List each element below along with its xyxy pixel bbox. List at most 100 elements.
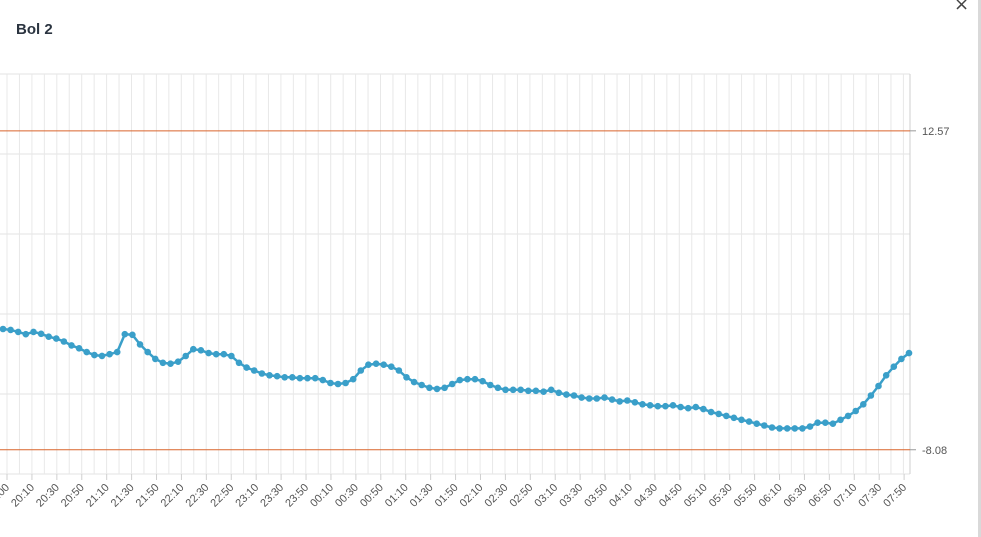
data-point [266,372,273,379]
x-tick-label: 06:10 [757,482,785,510]
data-point [403,374,410,381]
data-point [525,387,532,395]
x-tick-label: 04:50 [657,482,685,510]
data-point [22,330,30,338]
x-tick-label: 00:30 [333,482,361,510]
data-point [456,376,464,384]
data-point [91,351,98,359]
data-point [395,367,403,374]
data-point [791,425,799,432]
x-tick-label: 22:30 [184,482,212,510]
x-tick-label: 05:50 [732,482,760,510]
x-tick-label: 23:10 [233,482,261,510]
data-point [700,405,707,413]
data-point [75,345,83,352]
data-point [144,348,151,356]
data-point [182,352,189,360]
data-point [799,425,806,432]
data-point [327,379,334,387]
data-point [121,330,129,338]
data-point [532,387,540,395]
x-tick-label: 00:50 [358,482,386,510]
data-point [578,394,585,401]
data-point [250,367,258,374]
data-point [761,422,768,429]
data-point [677,403,684,411]
data-point [837,416,844,424]
data-point [540,388,547,396]
data-point [235,359,243,367]
data-point [372,360,380,368]
data-point [83,348,90,356]
data-point [380,361,388,369]
data-point [106,350,113,358]
reference-label: -8.08 [922,445,947,457]
data-point [593,395,601,402]
data-point [281,374,289,381]
data-point [654,402,662,410]
data-point [220,350,228,358]
data-point [684,404,692,412]
data-point [258,370,266,377]
x-tick-label: 20:10 [9,482,37,510]
data-point [601,394,608,401]
data-point [197,347,205,354]
data-point [616,398,623,405]
data-point [730,414,738,422]
data-point [669,402,677,409]
x-tick-label: 07:50 [881,482,909,510]
data-point [822,419,829,427]
x-tick-label: 22:10 [159,482,187,510]
data-point [608,396,616,403]
data-point [585,395,593,402]
reference-label: 12.57 [922,126,950,138]
data-point [563,391,570,398]
data-point [448,380,456,388]
data-point [882,372,890,379]
chart-grid [0,73,911,475]
series-layer [0,325,913,432]
data-point [776,425,783,432]
data-point [715,410,722,418]
data-point [273,372,281,380]
data-point [502,386,509,394]
x-axis-ticks: 20:0020:1020:3020:5021:1021:3021:5022:10… [0,474,909,510]
data-point [646,402,654,409]
data-point [388,363,395,371]
data-point [30,328,37,336]
data-point [464,375,471,383]
x-tick-label: 01:30 [408,482,436,510]
data-point [487,381,494,389]
data-point [898,355,905,363]
data-point [852,407,859,415]
x-tick-label: 20:00 [0,482,12,510]
data-point [844,412,852,420]
data-point [349,375,357,383]
data-point [45,333,52,341]
data-point [806,423,814,430]
data-point [0,325,7,333]
data-point [228,352,235,360]
close-icon[interactable]: × [954,0,970,15]
data-point [68,342,75,349]
data-point [509,386,517,394]
data-point [639,401,646,408]
data-point [304,374,311,382]
data-point [745,418,753,425]
data-point [190,345,197,353]
x-tick-label: 21:10 [84,482,112,510]
data-point [152,355,159,363]
data-point [37,330,45,338]
data-point [357,367,365,374]
data-point [7,326,14,334]
data-point [723,412,730,420]
x-tick-label: 05:10 [682,482,710,510]
x-tick-label: 01:10 [383,482,411,510]
data-point [692,403,700,411]
data-point [205,349,212,357]
data-point [441,384,448,392]
data-point [890,363,898,371]
data-point [136,341,144,348]
data-point [570,392,578,399]
data-point [174,358,182,366]
